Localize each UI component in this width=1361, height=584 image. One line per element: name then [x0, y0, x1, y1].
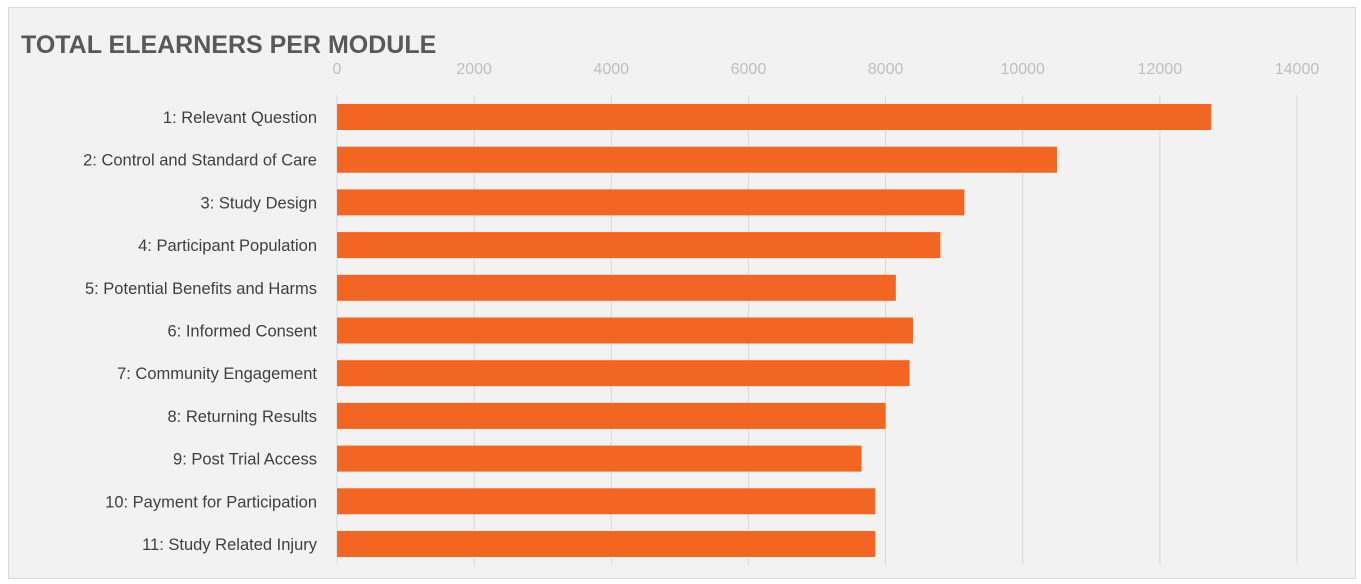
bar-6 — [337, 317, 913, 344]
x-tick-label: 6000 — [731, 61, 767, 78]
category-label: 11: Study Related Injury — [142, 536, 318, 554]
category-label: 7: Community Engagement — [117, 365, 317, 383]
category-label: 3: Study Design — [201, 194, 317, 212]
category-label: 6: Informed Consent — [168, 323, 318, 341]
x-tick-label: 0 — [333, 61, 342, 78]
bar-9 — [337, 445, 862, 472]
bar-4 — [337, 232, 941, 259]
bar-3 — [337, 189, 965, 216]
category-label: 1: Relevant Question — [163, 109, 317, 127]
x-tick-label: 14000 — [1275, 61, 1320, 78]
bar-8 — [337, 402, 886, 429]
bar-1 — [337, 104, 1212, 130]
bar-5 — [337, 274, 896, 301]
x-axis-ticks: 0 2000 4000 6000 8000 10000 12000 14000 — [333, 61, 1320, 78]
category-label: 10: Payment for Participation — [105, 493, 317, 511]
bar-2 — [337, 146, 1057, 173]
chart-title: TOTAL ELEARNERS PER MODULE — [21, 31, 437, 59]
category-label: 4: Participant Population — [138, 237, 317, 255]
bars — [337, 104, 1212, 557]
bar-11 — [337, 531, 876, 557]
x-tick-label: 10000 — [1000, 61, 1045, 78]
bar-7 — [337, 360, 910, 387]
category-label: 9: Post Trial Access — [173, 451, 317, 469]
category-labels: 1: Relevant Question 2: Control and Stand… — [83, 109, 318, 554]
x-tick-label: 4000 — [593, 61, 629, 78]
category-label: 2: Control and Standard of Care — [83, 152, 317, 170]
bar-10 — [337, 488, 876, 515]
x-tick-label: 2000 — [456, 61, 492, 78]
category-label: 5: Potential Benefits and Harms — [85, 280, 317, 298]
x-tick-label: 12000 — [1138, 61, 1183, 78]
x-tick-label: 8000 — [868, 61, 904, 78]
category-label: 8: Returning Results — [168, 408, 318, 426]
